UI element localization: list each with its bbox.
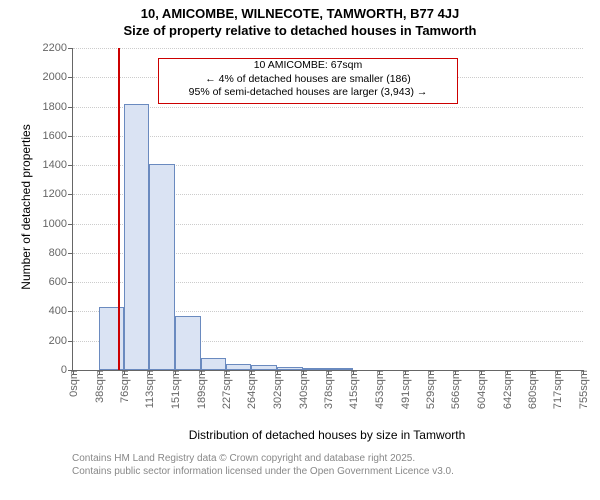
histogram-bar (124, 104, 149, 370)
histogram-bar (99, 307, 125, 370)
ytick-label: 400 (49, 305, 73, 317)
xtick-label: 378sqm (321, 370, 335, 409)
gridline (73, 107, 583, 108)
title-line-1: 10, AMICOMBE, WILNECOTE, TAMWORTH, B77 4… (0, 0, 600, 21)
xtick-label: 113sqm (142, 370, 156, 408)
ytick-label: 1200 (43, 188, 73, 200)
ytick-label: 1000 (43, 218, 73, 230)
xtick-label: 189sqm (194, 370, 208, 409)
ytick-label: 1800 (43, 101, 73, 113)
xtick-label: 717sqm (550, 370, 564, 409)
gridline (73, 48, 583, 49)
chart-container: 10, AMICOMBE, WILNECOTE, TAMWORTH, B77 4… (0, 0, 600, 500)
histogram-bar (201, 358, 227, 370)
xtick-label: 151sqm (168, 370, 182, 409)
xtick-label: 680sqm (525, 370, 539, 409)
ytick-label: 800 (49, 247, 73, 259)
ytick-label: 1600 (43, 130, 73, 142)
xtick-label: 227sqm (219, 370, 233, 409)
title-line-2: Size of property relative to detached ho… (0, 21, 600, 38)
x-axis-title: Distribution of detached houses by size … (72, 428, 582, 442)
y-axis-title: Number of detached properties (19, 87, 33, 327)
xtick-label: 604sqm (474, 370, 488, 409)
reference-line (118, 48, 120, 370)
plot-area: 0200400600800100012001400160018002000220… (72, 48, 583, 371)
histogram-bar (149, 164, 175, 370)
xtick-label: 529sqm (423, 370, 437, 409)
ytick-label: 600 (49, 276, 73, 288)
xtick-label: 755sqm (576, 370, 590, 409)
xtick-label: 340sqm (296, 370, 310, 409)
xtick-label: 264sqm (244, 370, 258, 409)
annotation-box: 10 AMICOMBE: 67sqm← 4% of detached house… (158, 58, 458, 104)
xtick-label: 302sqm (270, 370, 284, 409)
ytick-label: 1400 (43, 159, 73, 171)
footer-line-1: Contains HM Land Registry data © Crown c… (72, 452, 454, 465)
ytick-label: 2200 (43, 42, 73, 54)
histogram-bar (175, 316, 201, 370)
ytick-label: 200 (49, 335, 73, 347)
annotation-line-3: 95% of semi-detached houses are larger (… (159, 86, 457, 100)
gridline (73, 136, 583, 137)
annotation-line-1: 10 AMICOMBE: 67sqm (159, 59, 457, 73)
footer-attribution: Contains HM Land Registry data © Crown c… (72, 452, 454, 478)
footer-line-2: Contains public sector information licen… (72, 465, 454, 478)
xtick-label: 566sqm (448, 370, 462, 409)
xtick-label: 415sqm (346, 370, 360, 409)
xtick-label: 642sqm (500, 370, 514, 409)
xtick-label: 453sqm (372, 370, 386, 409)
xtick-label: 491sqm (398, 370, 412, 409)
xtick-label: 0sqm (66, 370, 80, 397)
xtick-label: 76sqm (117, 370, 131, 403)
xtick-label: 38sqm (92, 370, 106, 403)
annotation-line-2: ← 4% of detached houses are smaller (186… (159, 73, 457, 87)
ytick-label: 2000 (43, 71, 73, 83)
